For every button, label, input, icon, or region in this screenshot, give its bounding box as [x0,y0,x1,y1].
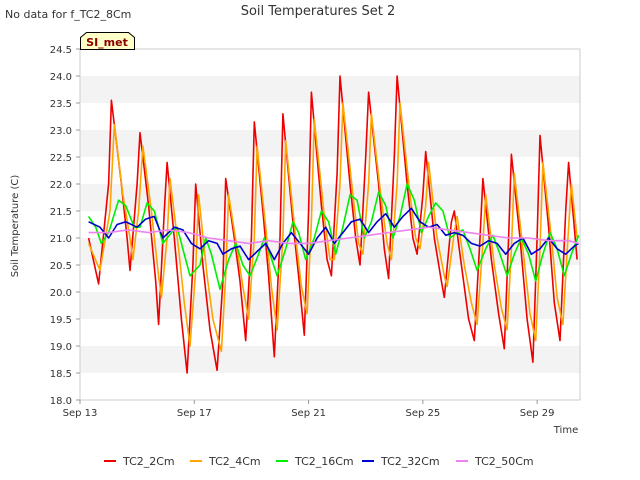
y-tick-label: 23.0 [50,126,72,137]
x-tick-label: Sep 21 [291,408,326,419]
series-line-tc2-32cm [88,207,580,261]
y-tick-label: 18.5 [50,369,72,380]
site-badge-shape [80,32,135,50]
y-tick-label: 24.0 [50,72,72,83]
y-tick-label: 18.0 [50,396,72,407]
site-badge: SI_met [80,32,135,50]
legend-label: TC2_32Cm [380,455,440,468]
legend-label: TC2_50Cm [474,455,534,468]
legend-label: TC2_2Cm [122,455,175,468]
y-tick-label: 20.0 [50,288,72,299]
series-line-tc2-2cm [87,75,578,374]
y-tick-label: 20.5 [50,261,72,272]
y-tick-label: 24.5 [50,45,72,56]
y-tick-label: 22.5 [50,153,72,164]
x-tick-label: Sep 29 [520,408,555,419]
grid-band [80,319,580,346]
y-tick-label: 19.0 [50,342,72,353]
plot-frame [79,48,581,401]
series-line-tc2-50cm [88,226,579,245]
y-axis-label: Soil Temperature (C) [10,175,21,278]
grid-band [80,184,580,211]
legend: TC2_2Cm TC2_4Cm TC2_16Cm TC2_32Cm TC2_50Cm [104,455,534,468]
y-tick-label: 23.5 [50,99,72,110]
grid-band [80,76,580,103]
x-axis-label: Time [553,425,578,436]
grid-band [80,130,580,157]
y-tick-label: 21.0 [50,234,72,245]
x-tick-label: Sep 17 [177,408,212,419]
y-tick-label: 22.0 [50,180,72,191]
grid-band [80,373,580,400]
y-tick-label: 21.5 [50,207,72,218]
series-line-tc2-4cm [87,102,578,353]
x-tick-label: Sep 25 [405,408,440,419]
no-data-note: No data for f_TC2_8Cm [5,8,131,21]
grid-band [80,157,580,184]
legend-label: TC2_16Cm [294,455,354,468]
legend-label: TC2_4Cm [208,455,261,468]
y-tick-label: 19.5 [50,315,72,326]
x-axis: Sep 13 Sep 17 Sep 21 Sep 25 Sep 29 [63,400,555,419]
grid-band [80,346,580,373]
chart-title: Soil Temperatures Set 2 [241,4,396,19]
grid-band [80,103,580,130]
y-axis: 18.0 18.5 19.0 19.5 20.0 20.5 21.0 21.5 22.0 22.5… [50,45,80,407]
site-badge-label: SI_met [86,36,128,49]
x-tick-label: Sep 13 [63,408,98,419]
series-layer [87,75,580,374]
grid-band [80,49,580,76]
